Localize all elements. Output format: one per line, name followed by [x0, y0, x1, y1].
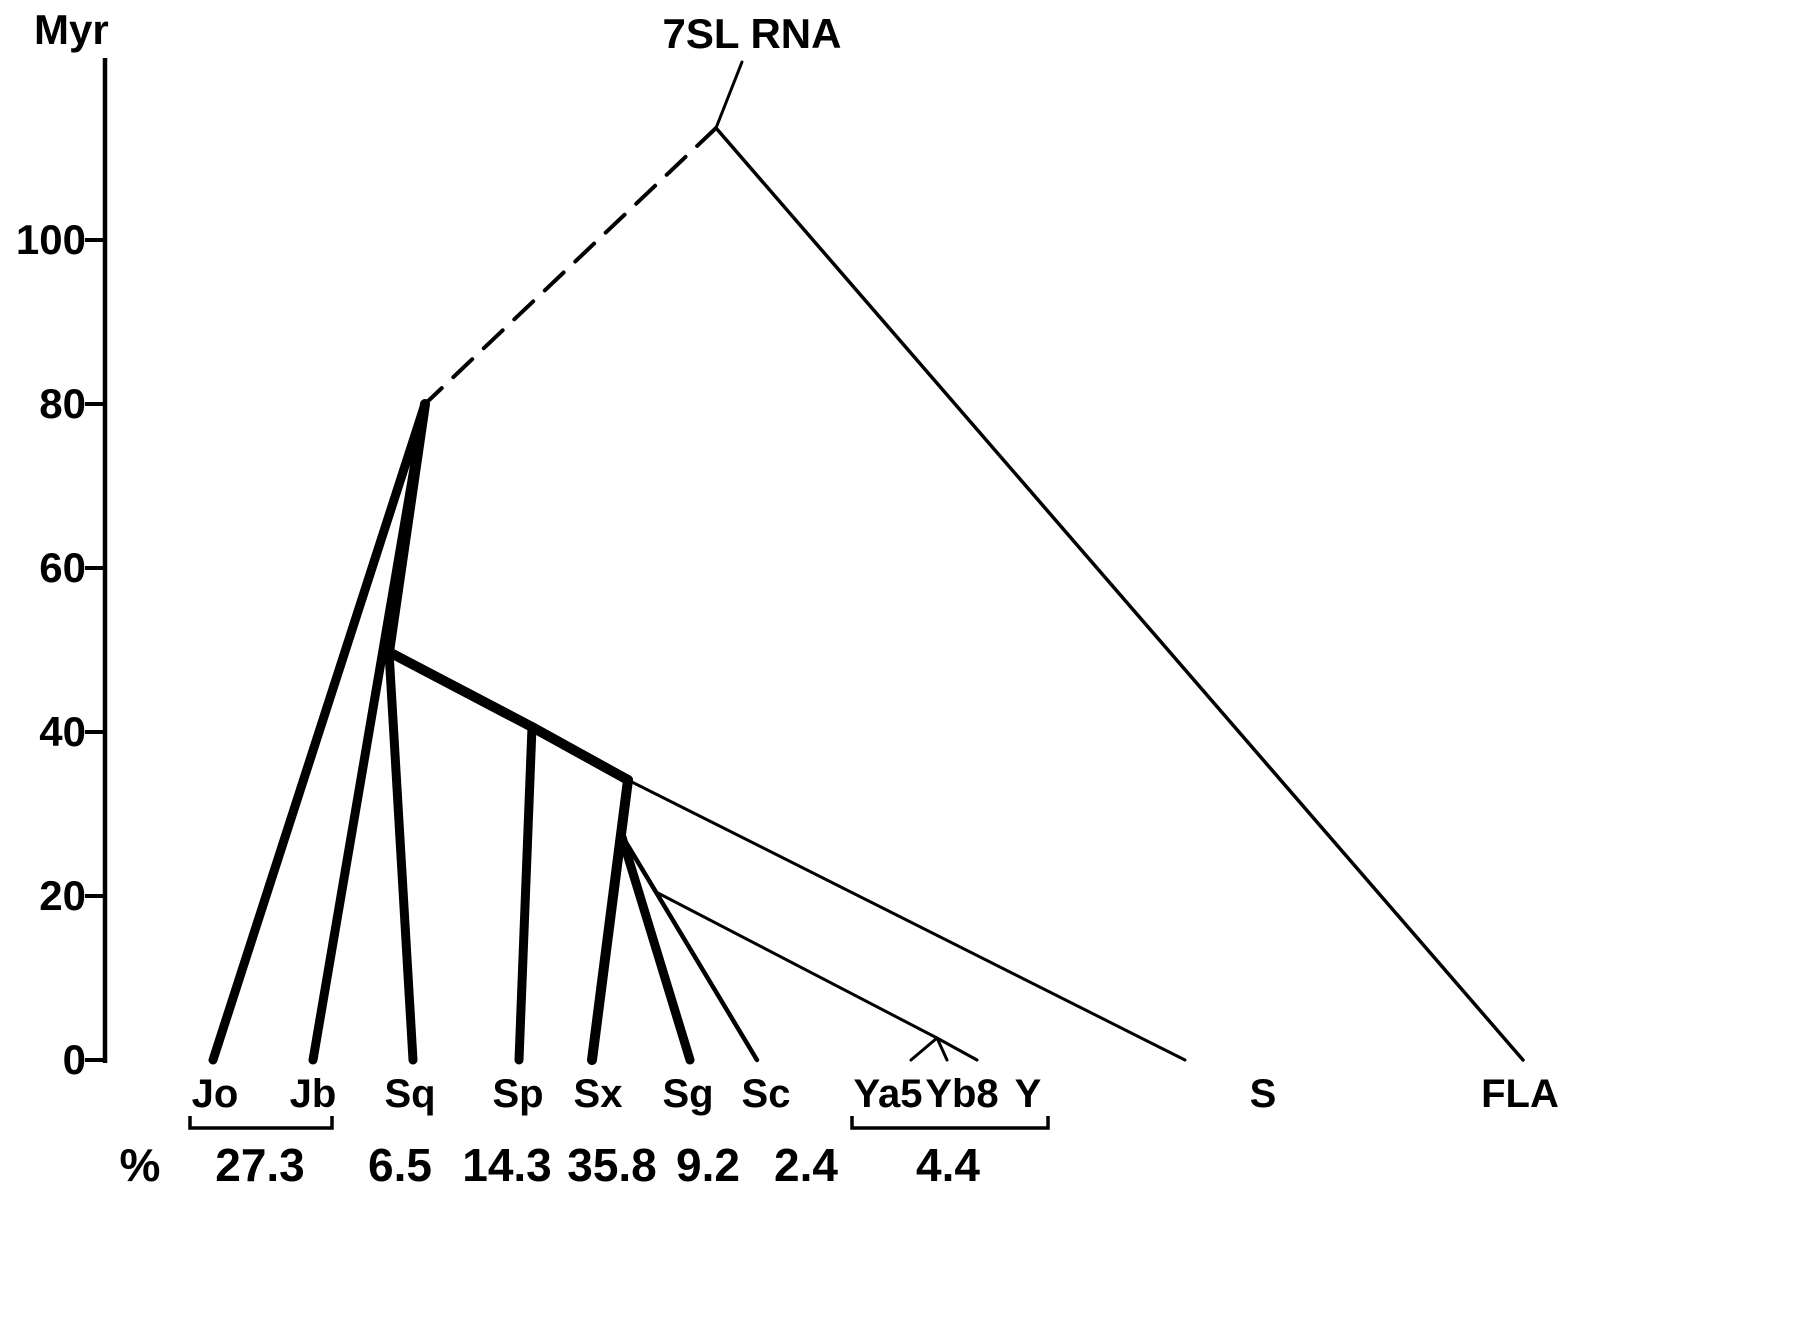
percent-value-Sg: 9.2: [676, 1139, 740, 1191]
taxon-label-Sg: Sg: [662, 1072, 714, 1116]
taxon-label-Y: Y: [1014, 1072, 1042, 1116]
taxon-label-FLA: FLA: [1481, 1072, 1559, 1116]
taxon-label-S: S: [1249, 1072, 1277, 1116]
percent-value-Sx: 35.8: [567, 1139, 657, 1191]
branch-n80-Jo: [208, 399, 430, 1065]
branch-n49-n40: [384, 647, 537, 732]
taxon-label-Sc: Sc: [741, 1072, 791, 1116]
axis-tick-label-60: 60: [39, 544, 86, 591]
group-bracket-1: [850, 1116, 1050, 1130]
taxon-label-Sx: Sx: [573, 1072, 623, 1116]
branch-nY-Ya5: [909, 1036, 939, 1062]
percent-value-Jo-Jb: 27.3: [215, 1139, 305, 1191]
percent-value-Sq: 6.5: [368, 1139, 432, 1191]
branch-root-FLA: [714, 126, 1525, 1062]
axis-tick-label-40: 40: [39, 708, 86, 755]
percent-value-Sp: 14.3: [462, 1139, 552, 1191]
branch-n34-n27: [616, 775, 633, 839]
branch-nY-Yb8: [935, 1036, 949, 1062]
axis-tick-label-100: 100: [15, 216, 86, 263]
taxon-label-Yb8: Yb8: [925, 1072, 999, 1116]
taxon-label-Jo: Jo: [191, 1072, 239, 1116]
branch-n34-S: [626, 778, 1187, 1062]
branch-n27-Sg: [616, 829, 695, 1065]
percent-symbol: %: [119, 1139, 161, 1191]
axis-tick-label-20: 20: [39, 872, 86, 919]
branch-n40-Sp: [514, 722, 537, 1065]
percent-value-Sc: 2.4: [774, 1139, 838, 1191]
percent-value-Ya5-Yb8-Y: 4.4: [916, 1139, 980, 1191]
root-label: 7SL RNA: [662, 10, 842, 57]
taxon-label-Sq: Sq: [384, 1072, 436, 1116]
branch-nY-Y: [935, 1036, 979, 1062]
branch-n49-Sq: [384, 647, 418, 1065]
branch-n27-Sc: [618, 831, 760, 1063]
branch-n40-n34: [527, 722, 633, 785]
axis-tick-label-80: 80: [39, 380, 86, 427]
axis-title: Myr: [34, 6, 109, 53]
taxon-label-Ya5: Ya5: [853, 1072, 923, 1116]
branch-n80-n49: [384, 399, 430, 657]
branch-root-n80: [423, 126, 718, 406]
branch-nScY-nY: [654, 890, 939, 1040]
group-bracket-0: [188, 1116, 334, 1130]
taxon-label-Sp: Sp: [492, 1072, 544, 1116]
axis-tick-label-0: 0: [62, 1036, 86, 1083]
branch-label_anchor-root: [714, 60, 744, 130]
taxon-label-Jb: Jb: [289, 1072, 337, 1116]
